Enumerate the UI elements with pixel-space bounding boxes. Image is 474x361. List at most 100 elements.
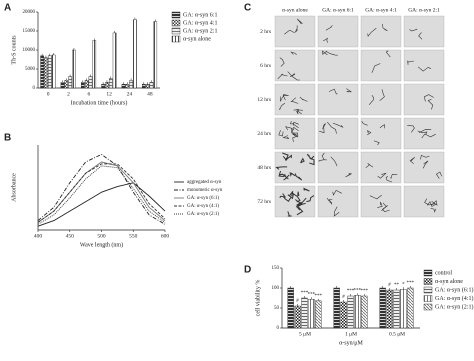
fibril (379, 89, 385, 101)
legend-swatch (423, 303, 433, 311)
micrograph (274, 151, 316, 184)
bar (340, 301, 347, 329)
fibril (435, 171, 443, 179)
bar (40, 55, 44, 89)
x-tick-label: 400 (34, 233, 43, 239)
fibril (291, 126, 299, 136)
fibril (409, 156, 415, 164)
fibril (289, 172, 296, 178)
bar (379, 287, 386, 329)
bar (287, 287, 294, 329)
bar (84, 80, 89, 89)
fibril (290, 73, 296, 77)
legend-label: GA: α-syn (4:1) (435, 295, 473, 302)
significance-label: *** (314, 294, 322, 299)
fibril (287, 71, 301, 81)
fibril (279, 193, 287, 199)
legend-swatch (423, 295, 433, 302)
legend-label: aggregated α-syn (187, 180, 222, 185)
micrograph (317, 117, 359, 150)
bar (386, 289, 393, 329)
fibril (332, 190, 342, 196)
fibril (431, 200, 438, 206)
fibril (421, 133, 436, 139)
fibril (277, 73, 288, 80)
fibril (322, 50, 328, 56)
micrograph (317, 151, 359, 184)
x-tick-label: 48 (147, 91, 153, 97)
micrograph (360, 15, 402, 48)
significance-label: *** (354, 288, 362, 293)
fibril (292, 121, 299, 129)
fibril (382, 23, 388, 32)
fibril (323, 37, 328, 43)
legend-label: GA: α-syn (6:1) (435, 286, 473, 293)
bar (105, 82, 109, 89)
panel-label: C (244, 3, 251, 14)
legend-label: GA: α-syn (6:1) (187, 196, 219, 201)
fibril (365, 163, 374, 169)
fibril (332, 122, 344, 128)
fibril (330, 156, 338, 167)
fibril (420, 154, 430, 160)
fibril (327, 121, 337, 134)
fibril (418, 32, 423, 40)
fibril (422, 160, 429, 169)
bar (121, 83, 126, 89)
fibril (321, 152, 327, 161)
micrograph (360, 117, 402, 150)
fibril (278, 129, 284, 137)
micrograph (317, 185, 359, 218)
fibril (296, 201, 306, 206)
x-tick-label: 1 μM (345, 331, 357, 337)
column-header: GA: α-syn 4:1 (365, 7, 397, 13)
x-tick-label: 0.5 μM (389, 331, 405, 337)
micrograph (274, 15, 316, 48)
row-label: 12 hrs (257, 97, 271, 103)
fibril (418, 128, 432, 133)
fibril (290, 127, 299, 138)
bar (145, 83, 150, 89)
x-tick-label: 550 (129, 233, 138, 239)
bar (44, 57, 48, 89)
bar (81, 82, 85, 89)
fibril (322, 123, 326, 130)
x-tick-label: 24 (127, 91, 133, 97)
fibril (318, 159, 325, 162)
x-tick-label: 2 (67, 91, 70, 97)
legend-swatch (423, 278, 433, 285)
y-tick-label: 10000 (23, 48, 36, 53)
column-header: GA: α-syn 2:1 (408, 7, 440, 13)
micrograph (274, 49, 316, 82)
bar (393, 289, 400, 329)
fibril (303, 187, 310, 192)
fibril (282, 135, 290, 139)
fibril (385, 50, 391, 58)
fibril (379, 124, 385, 129)
legend-label: GA: α-syn (2:1) (187, 212, 219, 217)
fibril (287, 211, 292, 217)
fibril (369, 194, 382, 200)
line-series (37, 153, 166, 225)
fibril (426, 201, 437, 207)
micrograph (403, 83, 445, 116)
micrograph (317, 49, 359, 82)
fibril (297, 18, 303, 24)
fibril (282, 152, 289, 162)
fibril (427, 99, 434, 110)
bar (354, 295, 361, 329)
fibril (278, 170, 289, 180)
legend-label: α-syn alone (435, 279, 463, 285)
fibril (407, 60, 415, 65)
column-header: α-syn alone (282, 7, 308, 13)
bar (112, 32, 117, 89)
y-axis-label: Absorbance (11, 173, 17, 202)
y-tick-label: 0 (277, 326, 280, 331)
row-label: 6 hrs (260, 63, 271, 69)
y-tick-label: 20000 (23, 10, 36, 15)
fibril (296, 206, 304, 216)
y-tick-label: 150 (272, 266, 280, 271)
fibril (306, 195, 315, 203)
fibril (290, 97, 299, 104)
